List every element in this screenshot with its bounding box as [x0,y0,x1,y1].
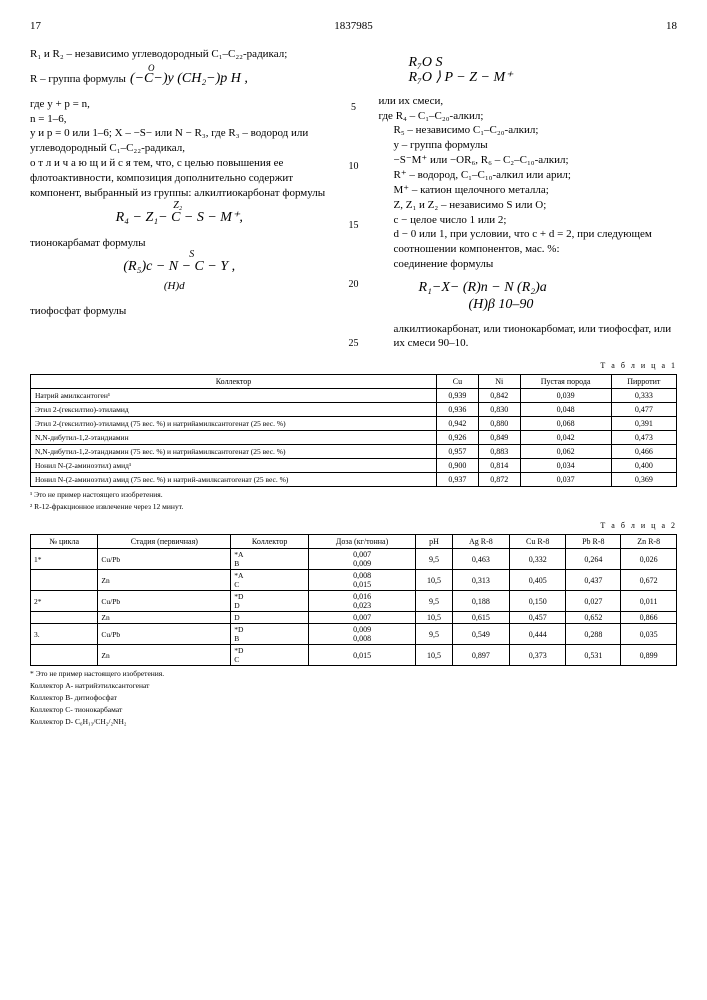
text: алкилтиокарбонат, или тионокарбомат, или… [394,322,678,352]
text: y – группа формулы [394,138,678,153]
text: где R₄ – С₁–С₂₀-алкил; [379,109,678,124]
text: R – группа формулы [30,72,126,87]
table-header: № цикла [31,535,98,549]
page-right: 18 [666,20,677,32]
text: R⁺ – водород, С₁–С₁₀-алкил или арил; [394,168,678,183]
table2-fn4: Коллектор C- тионокарбамат [30,705,677,714]
table-row: N,N-дибутил-1,2-этандиамин (75 вес. %) и… [31,445,677,459]
text: тионокарбамат формулы [30,236,329,251]
table2-fn5: Коллектор D- C₆H₁₃/CH₂/₂NH₂ [30,717,677,726]
table-header: Пирротит [611,375,676,389]
two-columns: R₁ и R₂ – независимо углеводородный С₁–С… [30,47,677,351]
text: n = 1–6, [30,112,329,127]
text: −S⁻M⁺ или −OR₆, R₆ – C₂–С₁₀-алкил; [394,153,678,168]
table-header: Ag R-8 [452,535,509,549]
page-header: 17 1837985 18 [30,20,677,32]
table-header: Доза (кг/тонна) [309,535,416,549]
text: R₁ и R₂ – независимо углеводородный С₁–С… [30,47,329,62]
table1-title: Т а б л и ц а 1 [30,361,677,370]
formula: R₁−X− (R)n − N (R₂)a [419,280,547,295]
table-header: Коллектор [231,535,309,549]
table-row: Zn*AC0,0080,01510,50,3130,4050,4370,672 [31,570,677,591]
table2: № циклаСтадия (первичная)КоллекторДоза (… [30,534,677,666]
table-header: Pb R-8 [566,535,621,549]
table-row: Этил 2-(гексилтио)-этиламид0,9360,8300,0… [31,403,677,417]
table-header: Ni [478,375,520,389]
table2-fn2: Коллектор A- натрийэтилксантогенат [30,681,677,690]
table-row: ZnD0,00710,50,6150,4570,6520,866 [31,612,677,624]
formula: R₇O ⟩ P − Z − M⁺ [409,70,513,85]
table1-fn2: ² R-12-фракционное извлечение через 12 м… [30,502,677,511]
text: M⁺ – катион щелочного металла; [394,183,678,198]
table2-fn1: * Это не пример настоящего изобретения. [30,669,677,678]
table-row: Нонил N-(2-аминоэтил) амид (75 вес. %) и… [31,473,677,487]
right-column: R₇O S R₇O ⟩ P − Z − M⁺ или их смеси, где… [379,47,678,351]
left-column: R₁ и R₂ – независимо углеводородный С₁–С… [30,47,329,351]
line-markers: 5 10 15 20 25 [349,47,359,351]
page-left: 17 [30,20,41,32]
table-row: Zn*DC0,01510,50,8970,3730,5310,899 [31,645,677,666]
table2-fn3: Коллектор B- дитиофосфат [30,693,677,702]
formula: (R₅)c − N − C − Y , [123,259,235,274]
table-row: 3.Cu/Pb*DB0,0090,0089,50,5490,4440,2880,… [31,624,677,645]
text: или их смеси, [379,94,678,109]
text: тиофосфат формулы [30,304,329,319]
text: d − 0 или 1, при условии, что c + d = 2,… [394,227,678,257]
table2-title: Т а б л и ц а 2 [30,521,677,530]
table-header: Стадия (первичная) [98,535,231,549]
table-row: 1*Cu/Pb*AB0,0070,0099,50,4630,3320,2640,… [31,549,677,570]
table-row: Нонил N-(2-аминоэтил) амид¹0,9000,8140,0… [31,459,677,473]
table1-fn1: ¹ Это не пример настоящего изобретения. [30,490,677,499]
formula: (H)β 10–90 [469,297,534,312]
table-row: N,N-дибутил-1,2-этандиамин0,9260,8490,04… [31,431,677,445]
table1: КоллекторCuNiПустая породаПирротит Натри… [30,374,677,487]
text: соединение формулы [394,257,678,272]
table-row: 2*Cu/Pb*DD0,0160,0239,50,1880,1500,0270,… [31,591,677,612]
patent-number: 1837985 [334,20,373,32]
table-header: Пустая порода [520,375,611,389]
formula: R₇O S [409,55,443,70]
table-row: Натрий амилксантоген¹0,9390,8420,0390,33… [31,389,677,403]
text: c − целое число 1 или 2; [394,213,678,228]
text: y и p = 0 или 1–6; X – −S− или N − R₃, г… [30,126,329,156]
table-header: Cu R-8 [509,535,565,549]
table-header: Zn R-8 [621,535,677,549]
table-header: pH [416,535,453,549]
text: где y + p = n, [30,97,329,112]
table-row: Этил 2-(гексилтио)-этиламид (75 вес. %) … [31,417,677,431]
text: Z, Z₁ и Z₂ – независимо S или O; [394,198,678,213]
text: о т л и ч а ю щ и й с я тем, что, с цель… [30,156,329,201]
text: R₅ – независимо С₁–С₂₀-алкил; [394,123,678,138]
table-header: Коллектор [31,375,437,389]
table-header: Cu [437,375,479,389]
